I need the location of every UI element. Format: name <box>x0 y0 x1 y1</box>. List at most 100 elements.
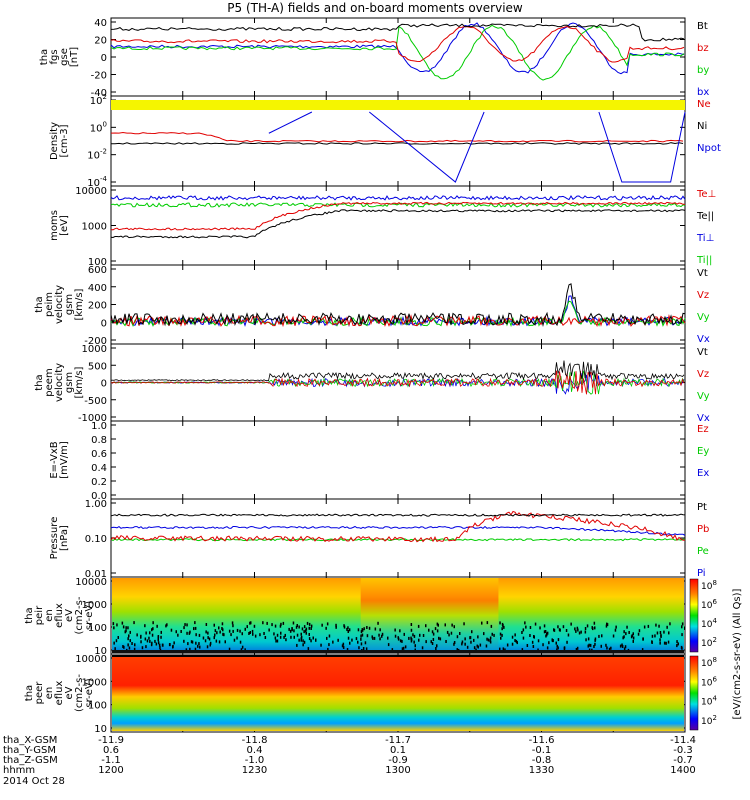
legend-entry: Vy <box>697 391 710 402</box>
spectrogram-pixel <box>332 640 334 644</box>
spectrogram-pixel <box>499 621 501 625</box>
spectrogram-pixel <box>663 641 666 645</box>
spectrogram-pixel <box>642 637 644 641</box>
spectrogram-pixel <box>486 621 489 625</box>
spectrogram-pixel <box>360 630 363 634</box>
footer-value: 0.4 <box>246 745 263 756</box>
y-tick-label: -500 <box>84 396 107 407</box>
y-axis-label: gsm <box>64 294 75 315</box>
spectrogram-pixel <box>279 635 282 639</box>
footer-value: 1330 <box>528 765 555 776</box>
spectrogram-pixel <box>410 628 413 632</box>
legend-entry: Npot <box>697 143 721 154</box>
colorbar <box>689 578 699 653</box>
y-axis-label: Pressure <box>49 517 60 560</box>
spectrogram-pixel <box>632 632 634 636</box>
legend-entry: Bt <box>697 21 708 32</box>
spectrogram-pixel <box>296 643 298 647</box>
spectrogram-pixel <box>363 627 365 631</box>
spectrogram-pixel <box>546 631 549 635</box>
spectrogram-pixel <box>681 633 683 637</box>
spectrogram-pixel <box>151 628 153 632</box>
y-axis-label: en <box>44 609 55 622</box>
spectrogram-pixel <box>381 634 383 638</box>
spectrogram-pixel <box>207 631 209 635</box>
spectrogram-pixel <box>372 636 374 640</box>
spectrogram-pixel <box>127 643 129 647</box>
spectrogram-pixel <box>128 634 130 638</box>
spectrogram-pixel <box>361 628 364 632</box>
spectrogram-pixel <box>216 631 218 635</box>
spectrogram-pixel <box>403 632 405 636</box>
y-tick-label: 1000 <box>82 600 107 611</box>
spectrogram-pixel <box>275 639 277 643</box>
spectrogram-pixel <box>584 627 587 630</box>
spectrogram-pixel <box>274 636 277 640</box>
spectrogram-pixel <box>364 641 367 645</box>
spectrogram-pixel <box>545 634 547 638</box>
spectrogram-pixel <box>614 628 617 632</box>
spectrogram-pixel <box>615 625 617 629</box>
y-axis-label: eV <box>64 609 75 622</box>
spectrogram-pixel <box>228 629 231 633</box>
spectrogram-pixel <box>610 646 612 650</box>
spectrogram-pixel <box>438 636 440 640</box>
spectrogram-pixel <box>239 640 242 644</box>
spectrogram-pixel <box>232 629 234 633</box>
y-axis-label: peir <box>34 605 45 625</box>
spectrogram-pixel <box>432 638 435 641</box>
spectrogram-pixel <box>476 644 478 648</box>
y-axis-label: E=-VxB <box>49 441 60 478</box>
spectrogram-pixel <box>514 633 516 637</box>
spectrogram-pixel <box>593 621 596 625</box>
y-axis-label: (cm2-s- <box>74 596 85 634</box>
colorbar-tick-label: 106 <box>701 598 717 611</box>
spectrogram-pixel <box>584 630 587 634</box>
spectrogram-pixel <box>308 637 311 641</box>
y-tick-label: 10000 <box>75 186 107 197</box>
electron-spectrogram <box>112 655 684 731</box>
spectrogram-pixel <box>246 625 248 629</box>
spectrogram-pixel <box>576 646 579 650</box>
y-tick-label: 1.00 <box>85 499 107 510</box>
spectrogram-pixel <box>158 643 161 647</box>
spectrogram-pixel <box>469 636 472 640</box>
spectrogram-pixel <box>308 633 310 636</box>
spectrogram-pixel <box>213 636 215 640</box>
spectrogram-pixel <box>413 634 416 638</box>
spectrogram-pixel <box>190 640 193 644</box>
spectrogram-pixel <box>357 640 359 644</box>
spectrogram-pixel <box>605 643 607 647</box>
spectrogram-pixel <box>159 646 161 650</box>
spectrogram-pixel <box>113 641 115 645</box>
spectrogram-pixel <box>187 642 189 646</box>
spectrogram-pixel <box>504 648 506 652</box>
legend-entry: Ez <box>697 424 709 435</box>
spectrogram-pixel <box>464 642 466 646</box>
footer-value: -11.9 <box>98 735 124 746</box>
spectrogram-pixel <box>444 623 446 627</box>
y-tick-label: 100 <box>88 623 107 634</box>
spectrogram-pixel <box>230 633 232 637</box>
spectrogram-pixel <box>456 648 458 652</box>
y-tick-label: 100 <box>88 701 107 712</box>
legend-entry: Ey <box>697 446 709 457</box>
spectrogram-pixel <box>162 643 164 647</box>
y-tick-label: 0.0 <box>91 491 107 502</box>
spectrogram-pixel <box>325 626 327 630</box>
spectrogram-pixel <box>342 642 345 646</box>
spectrogram-pixel <box>450 631 453 635</box>
footer-value: 1300 <box>385 765 411 776</box>
spectrogram-pixel <box>587 644 589 648</box>
spectrogram-pixel <box>312 636 314 640</box>
spectrogram-pixel <box>546 646 549 650</box>
spectrogram-pixel <box>503 625 505 629</box>
spectrogram-pixel <box>204 639 207 643</box>
spectrogram-pixel <box>410 636 412 640</box>
spectrogram-pixel <box>266 621 268 625</box>
spectrogram-pixel <box>157 636 159 640</box>
y-tick-label: 10-2 <box>87 148 107 162</box>
spectrogram-pixel <box>195 633 197 637</box>
spectrogram-pixel <box>479 643 482 647</box>
